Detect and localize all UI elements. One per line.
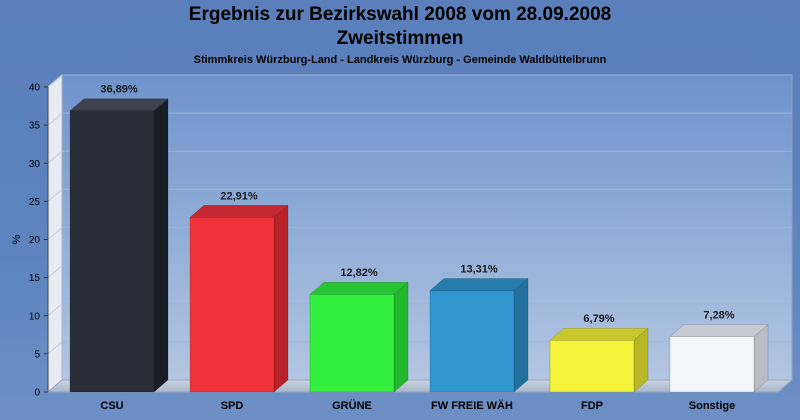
gridline-side <box>47 227 63 240</box>
data-label: 6,79% <box>583 313 614 325</box>
data-label: 22,91% <box>220 190 258 202</box>
bar-top <box>669 324 769 337</box>
chart-subtitle: Stimmkreis Würzburg-Land - Landkreis Wür… <box>193 54 607 66</box>
gridline-side <box>47 112 63 126</box>
x-tick-label: FW FREIE WÄH <box>431 399 513 412</box>
bar-top <box>69 98 169 111</box>
bar <box>189 217 275 393</box>
bar-top <box>189 205 289 218</box>
bar-top <box>309 281 409 295</box>
x-tick-label: Sonstige <box>689 400 735 412</box>
bar-top <box>549 327 649 341</box>
labels: 36,89% CSU 22,91% SPD 12,82% GRÜNE 13,31% FW FR… <box>100 84 735 412</box>
gridline-side <box>47 150 63 164</box>
bar-grüne <box>309 281 409 393</box>
x-tick-label: SPD <box>221 400 244 412</box>
gridline-side <box>47 74 63 88</box>
data-label: 13,31% <box>460 264 498 276</box>
gridline-side <box>47 303 63 317</box>
data-label: 36,89% <box>100 84 138 96</box>
bar-fw-freie-wäh <box>429 277 529 393</box>
y-tick-label: 15 <box>29 273 41 284</box>
x-tick-label: CSU <box>100 400 123 412</box>
data-label: 12,82% <box>340 267 378 279</box>
y-axis: 0 5 10 15 20 25 30 35 40% <box>11 83 49 399</box>
chart-title: Ergebnis zur Bezirkswahl 2008 vom 28.09.… <box>188 4 612 25</box>
bar-side <box>513 277 529 393</box>
bar <box>69 110 155 393</box>
bar-side <box>153 98 169 393</box>
y-tick-label: 35 <box>29 121 41 132</box>
gridlines <box>47 74 792 355</box>
y-tick-label: 20 <box>29 235 41 246</box>
data-label: 7,28% <box>703 309 734 321</box>
bar-sonstige <box>669 323 769 393</box>
x-tick-label: FDP <box>581 400 603 412</box>
y-tick-label: 25 <box>29 197 41 208</box>
y-axis-label: % <box>11 234 23 244</box>
bar-csu <box>69 98 169 393</box>
y-tick-label: 30 <box>29 159 41 170</box>
gridline-side <box>47 265 63 279</box>
y-tick-label: 5 <box>34 349 40 360</box>
bar <box>309 293 395 393</box>
bar-fdp <box>549 327 649 393</box>
chart-title-line2: Zweitstimmen <box>336 28 464 49</box>
bar-top <box>429 278 529 291</box>
bar <box>669 336 755 393</box>
bar-side <box>393 281 409 393</box>
x-tick-label: GRÜNE <box>332 399 372 412</box>
bar <box>429 290 515 393</box>
y-tick-label: 0 <box>34 388 40 399</box>
y-tick-label: 10 <box>29 311 41 322</box>
gridline-side <box>47 188 63 202</box>
bars <box>69 98 769 393</box>
bar-side <box>273 204 289 393</box>
gridline-side <box>47 341 63 355</box>
y-tick-label: 40 <box>29 83 41 94</box>
bar-spd <box>189 204 289 393</box>
bar <box>549 339 635 393</box>
